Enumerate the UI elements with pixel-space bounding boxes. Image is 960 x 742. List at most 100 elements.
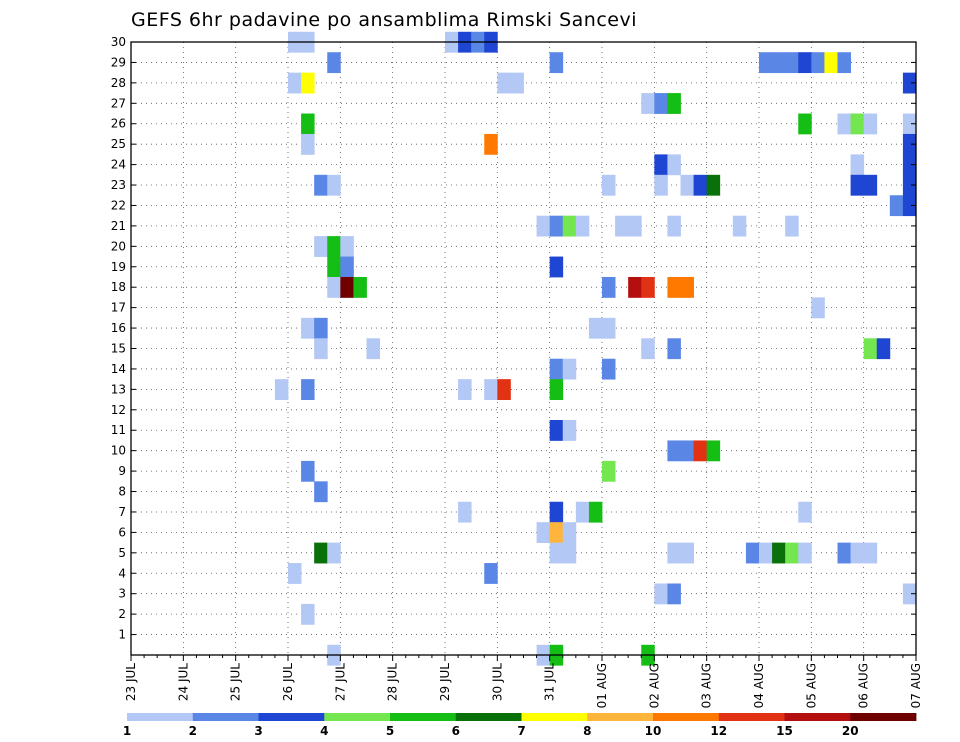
x-tick-label: 01 AUG bbox=[595, 663, 609, 708]
x-tick-label: 07 AUG bbox=[909, 663, 923, 708]
heatmap-cell bbox=[549, 256, 564, 278]
y-axis-ticks: 1234567891011121314151617181920212223242… bbox=[111, 35, 916, 642]
heatmap-cell bbox=[288, 72, 302, 94]
y-tick-label: 13 bbox=[111, 382, 126, 396]
heatmap-cells bbox=[274, 31, 917, 666]
heatmap-cell bbox=[602, 358, 616, 380]
heatmap-cell bbox=[588, 317, 603, 339]
heatmap-cell bbox=[811, 297, 825, 319]
chart-title: GEFS 6hr padavine po ansamblima Rimski S… bbox=[131, 9, 637, 31]
heatmap-cell bbox=[615, 215, 629, 237]
heatmap-cell bbox=[327, 256, 341, 278]
heatmap-cell bbox=[693, 440, 708, 462]
heatmap-cell bbox=[549, 542, 564, 564]
y-tick-label: 17 bbox=[111, 301, 126, 315]
heatmap-cell bbox=[353, 276, 367, 298]
colorbar-label: 3 bbox=[254, 724, 262, 738]
y-tick-label: 7 bbox=[118, 505, 126, 519]
heatmap-cell bbox=[889, 195, 904, 217]
heatmap-cell bbox=[288, 563, 302, 584]
colorbar-segment bbox=[390, 713, 457, 721]
y-tick-label: 14 bbox=[111, 362, 126, 376]
heatmap-cell bbox=[798, 501, 812, 523]
heatmap-cell bbox=[863, 113, 878, 135]
heatmap-cell bbox=[863, 174, 878, 196]
x-tick-label: 02 AUG bbox=[647, 663, 661, 708]
heatmap-cell bbox=[301, 133, 315, 155]
y-tick-label: 18 bbox=[111, 280, 126, 294]
x-tick-label: 28 JUL bbox=[386, 663, 400, 701]
heatmap-cell bbox=[562, 358, 577, 380]
colorbar-label: 6 bbox=[452, 724, 460, 738]
heatmap-cell bbox=[837, 52, 851, 74]
y-tick-label: 1 bbox=[118, 628, 126, 642]
heatmap-cell bbox=[562, 420, 577, 441]
heatmap-cell bbox=[314, 542, 328, 564]
colorbar-segment bbox=[324, 713, 391, 721]
heatmap-cell bbox=[602, 460, 616, 482]
heatmap-cell bbox=[314, 481, 328, 503]
heatmap-cell bbox=[667, 338, 681, 360]
heatmap-cell bbox=[340, 236, 354, 257]
heatmap-cell bbox=[602, 276, 616, 298]
colorbar-segment bbox=[784, 713, 851, 721]
colorbar-label: 20 bbox=[842, 724, 859, 738]
heatmap-cell bbox=[327, 542, 341, 564]
heatmap-cell bbox=[850, 174, 865, 196]
x-tick-label: 26 JUL bbox=[281, 663, 295, 701]
colorbar-segment bbox=[653, 713, 720, 721]
x-tick-label: 04 AUG bbox=[752, 663, 766, 708]
colorbar-segment bbox=[718, 713, 785, 721]
colorbar-label: 1 bbox=[123, 724, 131, 738]
y-tick-label: 23 bbox=[111, 178, 126, 192]
heatmap-cell bbox=[667, 276, 681, 298]
heatmap-cell bbox=[706, 174, 721, 196]
colorbar: 1 2 3 4 5 6 7 8 10 12 15 20 bbox=[123, 713, 917, 738]
colorbar-label: 15 bbox=[776, 724, 793, 738]
heatmap-cell bbox=[693, 174, 708, 196]
heatmap-cell bbox=[301, 72, 315, 94]
heatmap-cell bbox=[902, 72, 917, 94]
colorbar-label: 2 bbox=[189, 724, 197, 738]
heatmap-cell bbox=[274, 379, 289, 400]
heatmap-cell bbox=[301, 317, 315, 339]
heatmap-cell bbox=[785, 542, 799, 564]
colorbar-segment bbox=[587, 713, 654, 721]
heatmap-cell bbox=[484, 563, 498, 584]
x-axis-ticks: 23 JUL 24 JUL 25 JUL 26 JUL 27 JUL 28 JUL 29 J… bbox=[124, 655, 923, 708]
heatmap-cell bbox=[902, 154, 917, 176]
heatmap-cell bbox=[732, 215, 747, 237]
colorbar-segment bbox=[258, 713, 325, 721]
y-tick-label: 15 bbox=[111, 342, 126, 356]
heatmap-cell bbox=[798, 542, 812, 564]
colorbar-segment bbox=[192, 713, 259, 721]
x-tick-label: 27 JUL bbox=[333, 663, 347, 701]
y-tick-label: 20 bbox=[111, 239, 126, 253]
heatmap-cell bbox=[902, 133, 917, 155]
y-tick-label: 6 bbox=[118, 525, 126, 539]
y-tick-label: 30 bbox=[111, 35, 126, 49]
heatmap-cell bbox=[902, 174, 917, 196]
heatmap-cell bbox=[562, 542, 577, 564]
heatmap-cell bbox=[863, 338, 878, 360]
heatmap-cell bbox=[549, 501, 564, 523]
y-tick-label: 28 bbox=[111, 76, 126, 90]
heatmap-cell bbox=[680, 542, 694, 564]
heatmap-cell bbox=[902, 113, 917, 135]
heatmap-cell bbox=[314, 317, 328, 339]
heatmap-cell bbox=[902, 583, 917, 605]
y-tick-label: 10 bbox=[111, 444, 126, 458]
heatmap-cell bbox=[745, 542, 760, 564]
heatmap-cell bbox=[340, 256, 354, 278]
heatmap-cell bbox=[366, 338, 380, 360]
y-tick-label: 29 bbox=[111, 55, 126, 69]
heatmap-cell bbox=[327, 52, 341, 74]
y-tick-label: 19 bbox=[111, 260, 126, 274]
heatmap-cell bbox=[667, 440, 681, 462]
heatmap-cell bbox=[824, 52, 838, 74]
heatmap-cell bbox=[458, 379, 472, 400]
y-tick-label: 9 bbox=[118, 464, 126, 478]
heatmap-cell bbox=[863, 542, 878, 564]
heatmap-cell bbox=[798, 113, 812, 135]
